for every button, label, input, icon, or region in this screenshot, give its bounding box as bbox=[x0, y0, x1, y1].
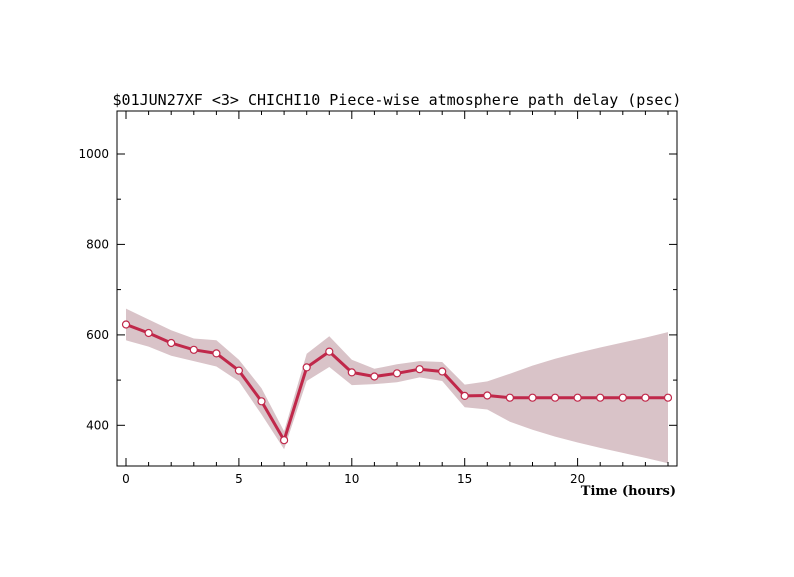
data-point bbox=[280, 436, 289, 445]
data-point bbox=[234, 366, 243, 375]
x-tick-label: 5 bbox=[235, 472, 243, 486]
data-point bbox=[573, 393, 582, 402]
data-point bbox=[302, 363, 311, 372]
x-tick-label: 15 bbox=[457, 472, 472, 486]
x-tick-label: 10 bbox=[344, 472, 359, 486]
x-axis-label: Time (hours) bbox=[581, 484, 676, 499]
y-tick-label: 600 bbox=[86, 328, 109, 342]
x-tick-label: 0 bbox=[122, 472, 130, 486]
data-point bbox=[528, 393, 537, 402]
data-point bbox=[370, 372, 379, 381]
data-point bbox=[438, 367, 447, 376]
y-tick-label: 800 bbox=[86, 237, 109, 251]
data-point bbox=[167, 338, 176, 348]
data-point bbox=[415, 365, 424, 374]
axis-ticks: 0 5 10 15 20 400 600 800 1000 bbox=[78, 111, 677, 486]
data-point bbox=[144, 328, 153, 338]
uncertainty-band bbox=[126, 308, 668, 464]
x-tick-label: 20 bbox=[570, 472, 585, 486]
data-point bbox=[505, 393, 514, 402]
data-point bbox=[189, 345, 198, 354]
data-point bbox=[460, 391, 469, 400]
data-point bbox=[392, 369, 402, 378]
plot-area bbox=[121, 308, 673, 464]
data-point bbox=[121, 320, 131, 329]
y-tick-label: 400 bbox=[86, 418, 109, 432]
data-point bbox=[483, 391, 492, 400]
chart-title: $01JUN27XF <3> CHICHI10 Piece-wise atmos… bbox=[113, 91, 682, 109]
data-point bbox=[550, 393, 560, 402]
data-point bbox=[663, 393, 673, 402]
data-point bbox=[212, 349, 221, 358]
data-point bbox=[347, 368, 356, 377]
data-point bbox=[596, 393, 605, 402]
data-point bbox=[257, 397, 266, 406]
y-tick-label: 1000 bbox=[78, 147, 109, 161]
data-point bbox=[618, 393, 627, 402]
data-point bbox=[325, 347, 334, 356]
data-point bbox=[641, 393, 650, 402]
